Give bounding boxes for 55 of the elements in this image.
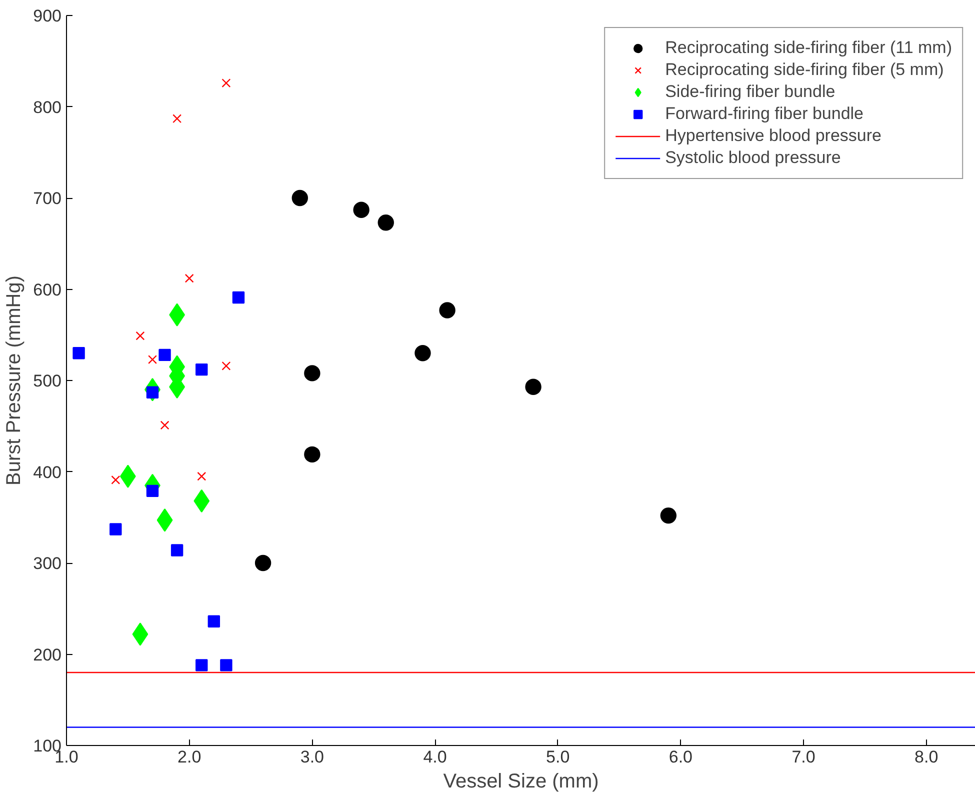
x-tick-label: 4.0: [423, 748, 447, 766]
point: [110, 523, 122, 536]
legend-label: Hypertensive blood pressure: [665, 126, 882, 146]
point: [132, 622, 148, 646]
y-tick-label: 200: [33, 645, 62, 664]
y-tick-label: 400: [33, 462, 62, 482]
point: [525, 378, 542, 395]
point: [378, 214, 394, 231]
point: [170, 544, 184, 556]
point: [172, 114, 182, 124]
point: [222, 361, 231, 370]
x-tick-label: 6.0: [668, 748, 693, 766]
point: [148, 355, 157, 364]
y-tick-label: 600: [33, 280, 62, 300]
point: [220, 659, 232, 672]
point: [160, 420, 170, 430]
point: [146, 484, 159, 498]
x-tick-label: 7.0: [792, 748, 816, 766]
legend-label: Forward-firing fiber bundle: [665, 104, 864, 124]
y-tick-label: 300: [33, 554, 62, 573]
point: [196, 363, 208, 376]
point: [353, 202, 370, 218]
point: [158, 348, 171, 362]
point: [304, 365, 320, 382]
legend-label: Reciprocating side-firing fiber (11 mm): [665, 38, 952, 58]
point: [136, 331, 145, 340]
point: [222, 78, 231, 88]
point: [304, 446, 320, 462]
x-tick-label: 5.0: [546, 748, 570, 766]
y-tick-label: 800: [33, 98, 62, 117]
y-tick-label: 700: [33, 189, 62, 208]
legend-label: Systolic blood pressure: [665, 148, 841, 168]
point: [208, 615, 220, 628]
point: [196, 659, 208, 672]
x-tick-label: 8.0: [914, 748, 938, 766]
legend-label: Side-firing fiber bundle: [665, 82, 836, 102]
y-tick-label: 500: [33, 372, 62, 390]
point: [232, 291, 245, 304]
point: [660, 507, 677, 524]
point: [111, 475, 120, 484]
point: [156, 508, 173, 532]
point: [254, 554, 272, 572]
point: [120, 464, 136, 488]
y-axis-title: Burst Pressure (mmHg): [3, 275, 26, 486]
x-tick-label: 2.0: [178, 748, 202, 766]
point: [292, 190, 308, 206]
point: [197, 472, 206, 481]
legend-label: Reciprocating side-firing fiber (5 mm): [665, 60, 944, 80]
y-tick-label: 900: [33, 6, 62, 26]
x-tick-label: 3.0: [300, 748, 324, 766]
x-axis-title: Vessel Size (mm): [443, 770, 599, 792]
point: [414, 345, 431, 362]
point: [72, 347, 85, 360]
point: [439, 302, 456, 318]
point: [184, 274, 194, 283]
